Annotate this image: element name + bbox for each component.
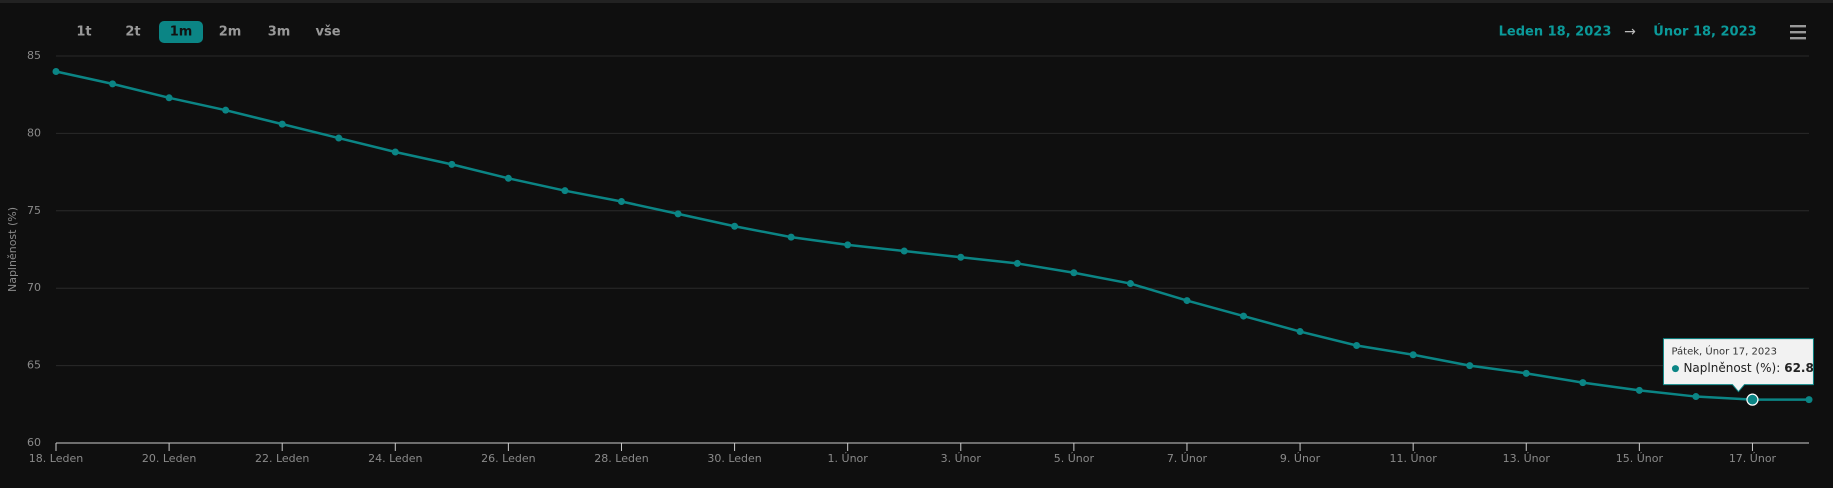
x-tick-label: 22. Leden	[255, 452, 309, 465]
data-point[interactable]	[222, 106, 230, 114]
y-axis-title: Naplněnost (%)	[6, 207, 19, 292]
data-point[interactable]	[1409, 351, 1417, 359]
range-button-bg	[159, 21, 203, 43]
data-point[interactable]	[674, 210, 682, 218]
date-from[interactable]: Leden 18, 2023	[1499, 25, 1612, 40]
series-line	[55, 70, 1809, 401]
tooltip-label: Naplněnost (%):	[1683, 361, 1780, 375]
data-point[interactable]	[787, 233, 795, 241]
menu-bar	[1790, 37, 1806, 40]
menu-bar	[1790, 31, 1806, 34]
data-point[interactable]	[504, 174, 512, 182]
hover-point	[1746, 393, 1759, 406]
y-tick-label: 85	[27, 49, 41, 62]
data-point[interactable]	[1240, 312, 1248, 320]
x-tick-label: 5. Únor	[1054, 452, 1095, 465]
data-point[interactable]	[1296, 328, 1304, 336]
x-tick-label: 3. Únor	[941, 452, 982, 465]
data-point[interactable]	[731, 222, 739, 230]
x-tick-label: 18. Leden	[29, 452, 83, 465]
x-tick-label: 17. Únor	[1729, 452, 1777, 465]
y-tick-label: 70	[27, 281, 41, 294]
data-point[interactable]	[1183, 297, 1191, 305]
data-point[interactable]	[1579, 379, 1587, 387]
data-point[interactable]	[1635, 386, 1643, 394]
x-tick-label: 28. Leden	[594, 452, 648, 465]
y-tick-label: 75	[27, 204, 41, 217]
data-point[interactable]	[1522, 369, 1530, 377]
data-point[interactable]	[278, 120, 286, 128]
y-tick-label: 80	[27, 126, 41, 139]
tooltip-box	[1662, 338, 1814, 393]
range-button[interactable]: vše	[315, 25, 340, 40]
data-point[interactable]	[900, 247, 908, 255]
tooltip-marker	[1671, 365, 1679, 373]
data-point[interactable]	[109, 80, 117, 88]
data-point[interactable]	[1466, 362, 1474, 370]
x-tick-label: 13. Únor	[1503, 452, 1551, 465]
data-point[interactable]	[1126, 280, 1134, 288]
x-tick-label: 7. Únor	[1167, 452, 1208, 465]
range-button[interactable]: 3m	[268, 25, 291, 40]
x-tick-label: 20. Leden	[142, 452, 196, 465]
x-tick-label: 9. Únor	[1280, 452, 1321, 465]
data-point[interactable]	[1692, 393, 1700, 401]
data-point[interactable]	[1070, 269, 1078, 277]
data-point[interactable]	[617, 198, 625, 206]
data-point[interactable]	[335, 134, 343, 142]
data-point[interactable]	[448, 160, 456, 168]
data-point[interactable]	[165, 94, 173, 102]
range-button[interactable]: 1t	[76, 25, 91, 40]
menu-bar	[1790, 25, 1806, 28]
data-point[interactable]	[1353, 341, 1361, 349]
range-button[interactable]: 2m	[219, 25, 242, 40]
tooltip-value: 62.8	[1784, 361, 1814, 375]
x-tick-label: 24. Leden	[368, 452, 422, 465]
x-tick-label: 26. Leden	[481, 452, 535, 465]
data-point[interactable]	[391, 148, 399, 156]
y-tick-label: 65	[27, 359, 41, 372]
data-point[interactable]	[561, 187, 569, 195]
range-button[interactable]: 2t	[125, 25, 140, 40]
top-border	[0, 0, 1833, 3]
tooltip-header: Pátek, Únor 17, 2023	[1671, 345, 1777, 358]
date-arrow: →	[1624, 24, 1636, 40]
y-tick-label: 60	[27, 436, 41, 449]
date-to[interactable]: Únor 18, 2023	[1653, 24, 1756, 40]
data-point[interactable]	[1013, 259, 1021, 267]
x-tick-label: 1. Únor	[828, 452, 869, 465]
x-tick-label: 11. Únor	[1390, 452, 1438, 465]
data-point[interactable]	[52, 67, 60, 75]
range-button[interactable]: 1m	[170, 25, 193, 40]
data-point[interactable]	[1805, 396, 1813, 404]
x-tick-label: 30. Leden	[707, 452, 761, 465]
data-point[interactable]	[957, 253, 965, 261]
menu-icon[interactable]	[1790, 25, 1806, 40]
data-point[interactable]	[844, 241, 852, 249]
x-tick-label: 15. Únor	[1616, 452, 1664, 465]
